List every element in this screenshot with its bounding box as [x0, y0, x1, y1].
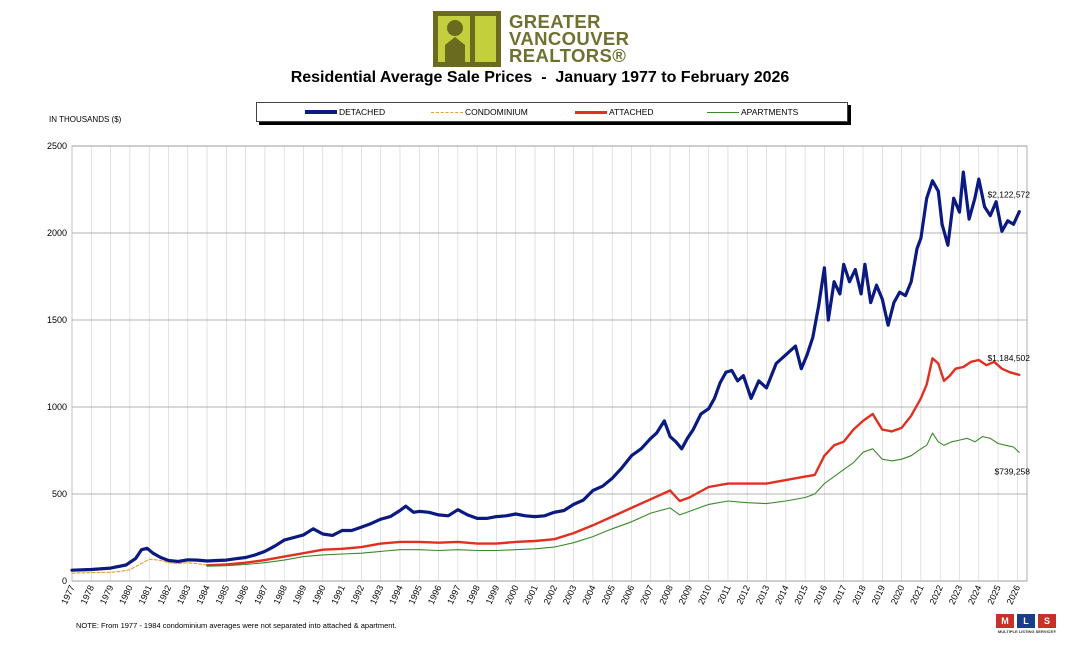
plot-area: [71, 145, 1028, 582]
end-value-annotation: $1,184,502: [987, 353, 1030, 363]
x-tick-label: 2009: [677, 584, 695, 606]
x-tick-label: 2008: [657, 584, 675, 606]
x-tick-label: 1980: [117, 584, 135, 606]
x-tick-label: 2025: [985, 584, 1003, 606]
x-tick-label: 2005: [599, 584, 617, 606]
x-tick-label: 1986: [233, 584, 251, 606]
series-line-condominium: [71, 558, 218, 574]
x-tick-label: 2024: [966, 584, 984, 606]
x-tick-label: 1992: [349, 584, 367, 606]
legend-label-attached: ATTACHED: [609, 107, 654, 117]
x-tick-label: 1990: [310, 584, 328, 606]
x-tick-label: 2002: [542, 584, 560, 606]
series-line-attached: [205, 357, 1021, 567]
x-tick-label: 2020: [889, 584, 907, 606]
x-tick-label: 1993: [368, 584, 386, 606]
series-line-detached: [70, 170, 1021, 572]
chart-title: Residential Average Sale Prices - Januar…: [290, 69, 790, 86]
x-tick-label: 2014: [773, 584, 791, 606]
logo-wordmark: GREATER VANCOUVER REALTORS®: [509, 11, 630, 66]
x-tick-label: 2016: [812, 584, 830, 606]
mls-badge: M L S MULTIPLE LISTING SERVICE®: [996, 614, 1058, 634]
x-tick-label: 1984: [194, 584, 212, 606]
logo-line-3: REALTORS®: [509, 45, 627, 66]
realtors-logo-mark-icon: [433, 11, 501, 67]
x-tick-label: 2026: [1005, 584, 1023, 606]
mls-subtitle: MULTIPLE LISTING SERVICE®: [997, 629, 1057, 634]
x-tick-label: 2017: [831, 584, 849, 606]
legend-swatch-attached: [575, 110, 607, 114]
chart-grid: [71, 145, 1028, 582]
chart-series: [70, 170, 1021, 574]
logo-line-1: GREATER: [509, 11, 601, 32]
x-tick-label: 2013: [754, 584, 772, 606]
x-tick-label: 1987: [252, 584, 270, 606]
logo-line-2: VANCOUVER: [509, 28, 630, 49]
x-tick-label: 2021: [908, 584, 926, 606]
greater-vancouver-realtors-logo: GREATER VANCOUVER REALTORS®: [433, 11, 643, 69]
x-tick-label: 2015: [792, 584, 810, 606]
x-tick-label: 2007: [638, 584, 656, 606]
x-tick-label: 1994: [387, 584, 405, 606]
x-tick-label: 1989: [291, 584, 309, 606]
x-tick-label: 2001: [522, 584, 540, 606]
end-value-annotation: $2,122,572: [987, 190, 1030, 200]
y-tick-label: 1500: [47, 315, 67, 325]
y-tick-label: 1000: [47, 402, 67, 412]
x-tick-label: 2023: [947, 584, 965, 606]
legend-item-attached: ATTACHED: [575, 103, 654, 121]
x-tick-label: 1997: [445, 584, 463, 606]
x-tick-label: 1991: [329, 584, 347, 606]
legend-item-apartments: APARTMENTS: [707, 103, 798, 121]
x-tick-label: 2003: [561, 584, 579, 606]
x-tick-label: 2012: [735, 584, 753, 606]
y-tick-label: 2000: [47, 228, 67, 238]
y-axis-units-label: IN THOUSANDS ($): [49, 115, 122, 124]
x-tick-label: 2004: [580, 584, 598, 606]
chart-footnote: NOTE: From 1977 - 1984 condominium avera…: [76, 621, 397, 630]
legend-label-detached: DETACHED: [339, 107, 386, 117]
x-tick-label: 1978: [79, 584, 97, 606]
mls-letter-s: S: [1038, 614, 1056, 628]
x-tick-label: 2022: [927, 584, 945, 606]
series-line-apartments: [206, 432, 1020, 567]
mls-letter-m: M: [996, 614, 1014, 628]
x-tick-label: 1998: [464, 584, 482, 606]
x-tick-label: 1979: [98, 584, 116, 606]
legend-label-condominium: CONDOMINIUM: [465, 107, 528, 117]
x-tick-label: 1995: [407, 584, 425, 606]
legend-swatch-apartments: [707, 111, 739, 113]
x-tick-label: 2011: [716, 584, 733, 606]
chart-annotations: $2,122,572 $1,184,502 $739,258: [987, 190, 1030, 477]
x-tick-label: 2000: [503, 584, 521, 606]
chart-legend: DETACHED CONDOMINIUM ATTACHED APARTMENTS: [256, 102, 848, 122]
mls-letter-l: L: [1017, 614, 1035, 628]
x-tick-label: 1977: [59, 584, 77, 606]
x-tick-label: 1996: [426, 584, 444, 606]
x-tick-label: 1983: [175, 584, 193, 606]
y-tick-label: 2500: [47, 141, 67, 151]
x-tick-label: 1985: [214, 584, 232, 606]
x-tick-label: 1988: [272, 584, 290, 606]
legend-label-apartments: APARTMENTS: [741, 107, 799, 117]
x-tick-label: 2006: [619, 584, 637, 606]
end-value-annotation: $739,258: [995, 466, 1031, 476]
x-tick-label: 2018: [850, 584, 868, 606]
legend-item-detached: DETACHED: [305, 103, 385, 121]
x-tick-label: 2019: [870, 584, 888, 606]
x-tick-label: 1999: [484, 584, 502, 606]
y-tick-label: 500: [52, 489, 67, 499]
legend-item-condominium: CONDOMINIUM: [431, 103, 528, 121]
x-tick-label: 1981: [136, 584, 154, 606]
x-tick-label: 1982: [156, 584, 174, 606]
x-tick-label: 2010: [696, 584, 714, 606]
legend-swatch-condominium: [431, 111, 463, 113]
y-tick-label: 0: [62, 576, 67, 586]
legend-swatch-detached: [305, 110, 337, 114]
